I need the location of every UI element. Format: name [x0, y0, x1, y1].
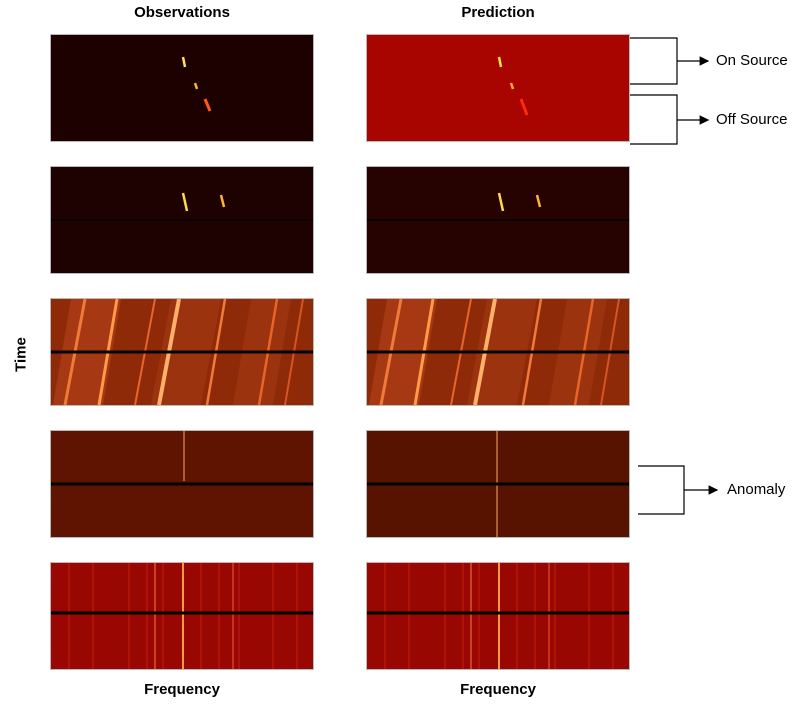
observation-spectrogram-2 [51, 167, 313, 273]
observation-panel-2 [50, 166, 314, 274]
frequency-axis-label-right: Frequency [460, 681, 536, 698]
on-source-label: On Source [716, 52, 788, 69]
observation-spectrogram-5 [51, 563, 313, 669]
prediction-spectrogram-4 [367, 431, 629, 537]
observation-panel-3 [50, 298, 314, 406]
off-source-bracket [630, 94, 710, 145]
prediction-spectrogram-1 [367, 35, 629, 141]
observation-spectrogram-3 [51, 299, 313, 405]
prediction-spectrogram-2 [367, 167, 629, 273]
observation-spectrogram-4 [51, 431, 313, 537]
prediction-panel-2 [366, 166, 630, 274]
observation-panel-4 [50, 430, 314, 538]
prediction-spectrogram-3 [367, 299, 629, 405]
prediction-panel-1 [366, 34, 630, 142]
prediction-panel-5 [366, 562, 630, 670]
on-source-bracket [630, 37, 710, 85]
observation-spectrogram-1 [51, 35, 313, 141]
prediction-title: Prediction [461, 4, 535, 21]
observation-panel-1 [50, 34, 314, 142]
time-axis-label: Time [12, 337, 30, 372]
prediction-panel-4 [366, 430, 630, 538]
off-source-label: Off Source [716, 111, 788, 128]
anomaly-label: Anomaly [727, 481, 786, 498]
prediction-panel-3 [366, 298, 630, 406]
observations-title: Observations [134, 4, 230, 21]
anomaly-bracket [638, 465, 719, 515]
observation-panel-5 [50, 562, 314, 670]
frequency-axis-label-left: Frequency [144, 681, 220, 698]
prediction-spectrogram-5 [367, 563, 629, 669]
